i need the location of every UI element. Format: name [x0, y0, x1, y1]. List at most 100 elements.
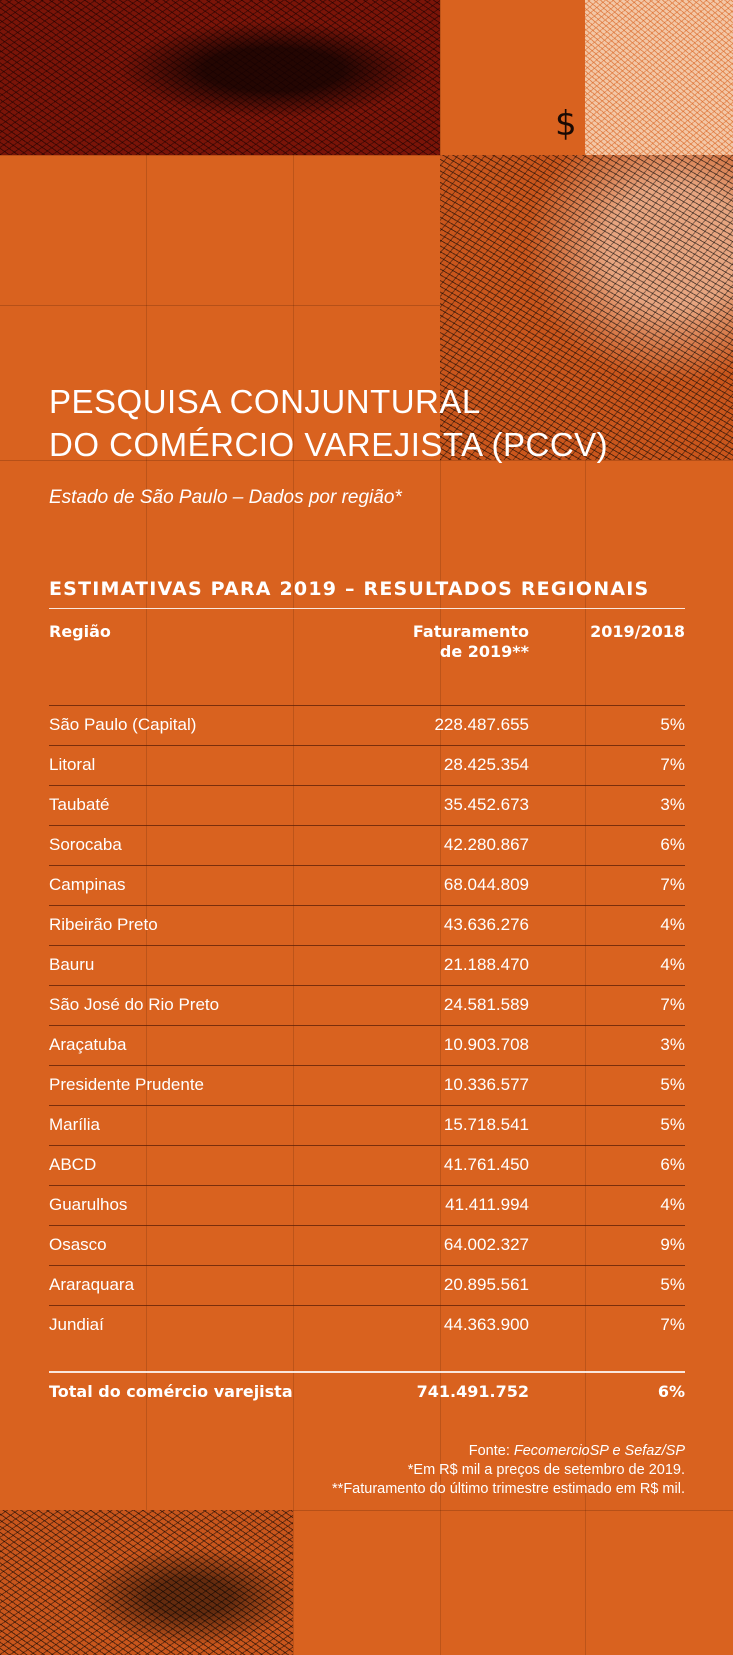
engraving-art-top-right [585, 0, 733, 155]
cell-revenue: 68.044.809 [443, 875, 529, 894]
table-row: Presidente Prudente 10.336.577 5% [49, 1065, 685, 1105]
cell-change: 5% [660, 715, 685, 734]
regional-results-table: ESTIMATIVAS PARA 2019 – RESULTADOS REGIO… [49, 578, 685, 1413]
cell-change: 4% [660, 1195, 685, 1214]
total-label: Total do comércio varejista [49, 1382, 293, 1401]
table-row: Bauru 21.188.470 4% [49, 945, 685, 985]
header-region: Região [49, 622, 111, 641]
cell-region: Marília [49, 1115, 101, 1134]
cell-revenue: 24.581.589 [443, 995, 529, 1014]
header-revenue-line2: de 2019** [439, 642, 529, 661]
grid-line [0, 305, 733, 306]
footnote-2: **Faturamento do último trimestre estima… [332, 1481, 685, 1497]
cell-revenue: 44.363.900 [443, 1315, 529, 1334]
cell-region: Guarulhos [49, 1195, 128, 1214]
cell-region: Sorocaba [49, 835, 122, 854]
cell-change: 4% [660, 915, 685, 934]
cell-revenue: 15.718.541 [443, 1115, 529, 1134]
table-row: Litoral 28.425.354 7% [49, 745, 685, 785]
table-row: Sorocaba 42.280.867 6% [49, 825, 685, 865]
table-header: Região Faturamento de 2019** 2019/2018 [49, 609, 685, 705]
cell-revenue: 41.761.450 [443, 1155, 529, 1174]
cell-revenue: 10.903.708 [443, 1035, 529, 1054]
title-line-1: PESQUISA CONJUNTURAL [49, 383, 481, 420]
table-row: Araraquara 20.895.561 5% [49, 1265, 685, 1305]
total-change: 6% [657, 1382, 685, 1401]
cell-revenue: 43.636.276 [443, 915, 529, 934]
cell-change: 7% [660, 1315, 685, 1334]
cell-region: Taubaté [49, 795, 110, 814]
table-total-row: Total do comércio varejista 741.491.752 … [49, 1371, 685, 1413]
table-row: Campinas 68.044.809 7% [49, 865, 685, 905]
cell-change: 3% [660, 1035, 685, 1054]
cell-revenue: 64.002.327 [443, 1235, 529, 1254]
cell-region: Jundiaí [49, 1315, 104, 1334]
engraving-art-bottom-left [0, 1510, 293, 1655]
cell-revenue: 35.452.673 [443, 795, 529, 814]
grid-line [293, 0, 294, 1655]
table-row: ABCD 41.761.450 6% [49, 1145, 685, 1185]
cell-revenue: 42.280.867 [443, 835, 529, 854]
dollar-icon: $ [555, 104, 577, 144]
cell-revenue: 228.487.655 [434, 715, 529, 734]
cell-change: 9% [660, 1235, 685, 1254]
grid-line [146, 0, 147, 1655]
cell-revenue: 20.895.561 [443, 1275, 529, 1294]
table-row: São Paulo (Capital) 228.487.655 5% [49, 705, 685, 745]
cell-region: Araraquara [49, 1275, 135, 1294]
table-row: Ribeirão Preto 43.636.276 4% [49, 905, 685, 945]
cell-change: 5% [660, 1275, 685, 1294]
cell-revenue: 10.336.577 [443, 1075, 529, 1094]
table-row: Marília 15.718.541 5% [49, 1105, 685, 1145]
cell-region: São José do Rio Preto [49, 995, 220, 1014]
source-value: FecomercioSP e Sefaz/SP [513, 1443, 685, 1459]
title-line-2: DO COMÉRCIO VAREJISTA (PCCV) [49, 426, 609, 463]
cell-revenue: 41.411.994 [445, 1195, 529, 1214]
cell-region: São Paulo (Capital) [49, 715, 197, 734]
grid-line [0, 1510, 733, 1511]
table-title: ESTIMATIVAS PARA 2019 – RESULTADOS REGIO… [49, 578, 685, 609]
grid-line [0, 460, 733, 461]
engraving-art-right [440, 155, 733, 460]
cell-region: Campinas [49, 875, 126, 894]
cell-change: 5% [660, 1075, 685, 1094]
source-line: Fonte: FecomercioSP e Sefaz/SP [332, 1442, 685, 1461]
cell-change: 7% [660, 755, 685, 774]
grid-line [440, 0, 441, 1655]
cell-revenue: 28.425.354 [443, 755, 529, 774]
grid-line [0, 155, 733, 156]
table-row: Jundiaí 44.363.900 7% [49, 1305, 685, 1345]
footnotes: Fonte: FecomercioSP e Sefaz/SP *Em R$ mi… [332, 1442, 685, 1499]
cell-change: 7% [660, 875, 685, 894]
page-title: PESQUISA CONJUNTURAL DO COMÉRCIO VAREJIS… [49, 380, 689, 466]
cell-change: 7% [660, 995, 685, 1014]
cell-region: Litoral [49, 755, 96, 774]
table-row: Taubaté 35.452.673 3% [49, 785, 685, 825]
cell-change: 4% [660, 955, 685, 974]
cell-change: 6% [660, 835, 685, 854]
table-row: Araçatuba 10.903.708 3% [49, 1025, 685, 1065]
cell-region: Bauru [49, 955, 95, 974]
cell-region: ABCD [49, 1155, 97, 1174]
header-revenue: Faturamento de 2019** [413, 622, 529, 662]
table-body: São Paulo (Capital) 228.487.655 5% Litoral… [49, 705, 685, 1345]
footnote-1: *Em R$ mil a preços de setembro de 2019. [407, 1462, 685, 1478]
table-row: Guarulhos 41.411.994 4% [49, 1185, 685, 1225]
engraving-art-top-left [0, 0, 440, 155]
source-label: Fonte: [468, 1443, 514, 1459]
grid-line [585, 0, 586, 1655]
cell-region: Ribeirão Preto [49, 915, 158, 934]
header-change: 2019/2018 [590, 622, 685, 641]
cell-region: Araçatuba [49, 1035, 127, 1054]
cell-region: Presidente Prudente [49, 1075, 204, 1094]
cell-revenue: 21.188.470 [443, 955, 529, 974]
cell-change: 3% [660, 795, 685, 814]
cell-region: Osasco [49, 1235, 107, 1254]
cell-change: 5% [660, 1115, 685, 1134]
header-revenue-line1: Faturamento [412, 622, 529, 641]
table-row: São José do Rio Preto 24.581.589 7% [49, 985, 685, 1025]
total-revenue: 741.491.752 [416, 1382, 529, 1401]
cell-change: 6% [660, 1155, 685, 1174]
table-row: Osasco 64.002.327 9% [49, 1225, 685, 1265]
